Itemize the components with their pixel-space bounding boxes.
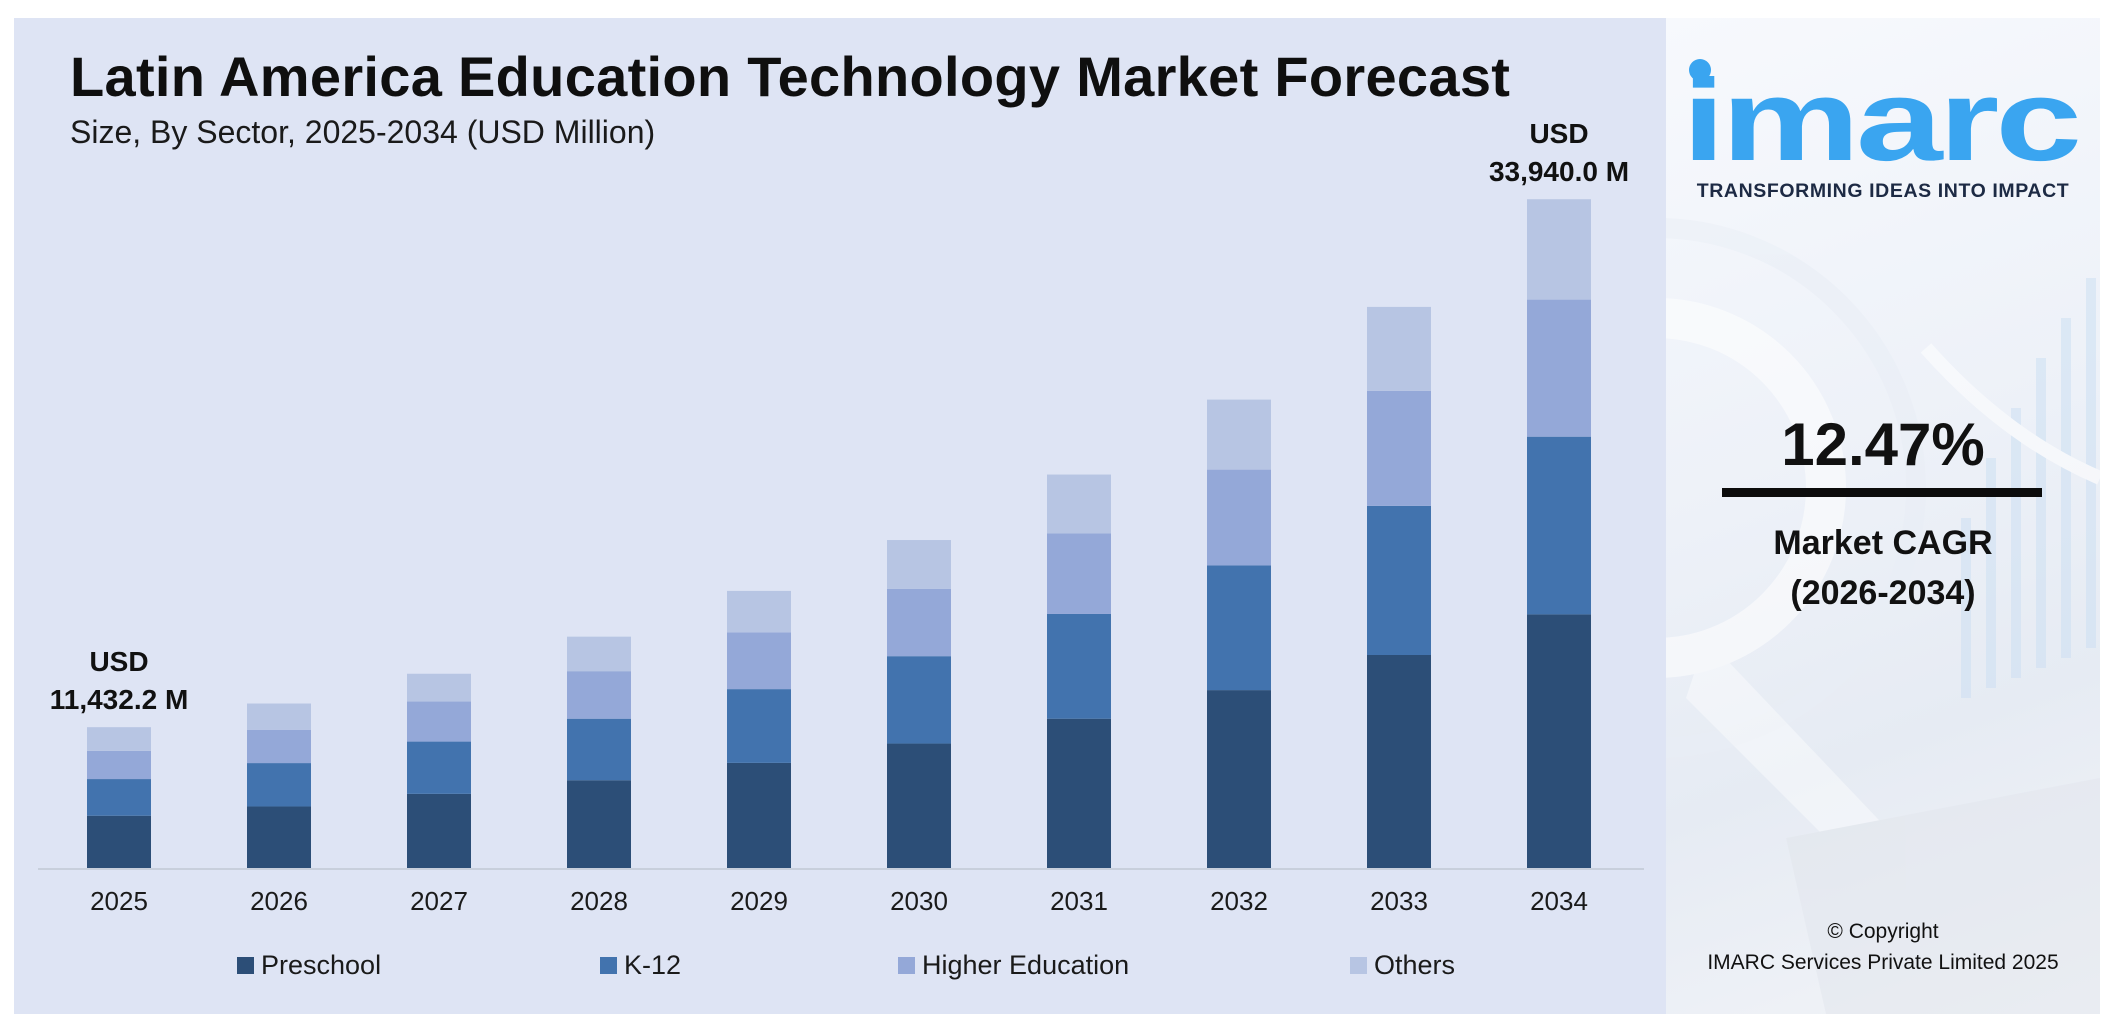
bar-preschool-2030	[887, 743, 951, 868]
legend-swatch	[1350, 957, 1367, 974]
legend-label: Preschool	[261, 950, 382, 980]
legend-label: Higher Education	[922, 950, 1130, 980]
infographic-card: Latin America Education Technology Marke…	[14, 18, 2100, 1014]
x-tick-label-2030: 2030	[890, 886, 948, 916]
legend-item-preschool: Preschool	[237, 950, 381, 981]
bar-k-12-2029	[727, 689, 791, 763]
bar-k-12-2032	[1207, 565, 1271, 691]
bar-others-2029	[727, 590, 791, 633]
x-tick-label-2027: 2027	[410, 886, 468, 916]
bar-higher-education-2032	[1207, 469, 1271, 566]
tagline: TRANSFORMING IDEAS INTO IMPACT	[1696, 180, 2070, 202]
bar-higher-education-2029	[727, 632, 791, 690]
copyright-line2: IMARC Services Private Limited 2025	[1707, 951, 2059, 974]
cagr-divider	[1722, 488, 2042, 497]
legend-swatch	[898, 957, 915, 974]
bar-k-12-2025	[87, 779, 151, 816]
cagr-label: Market CAGR (2026-2034)	[1666, 518, 2100, 618]
chart-subtitle: Size, By Sector, 2025-2034 (USD Million)	[70, 114, 656, 150]
logo-dot	[1689, 59, 1711, 81]
legend-item-higher-education: Higher Education	[898, 950, 1129, 981]
bar-k-12-2027	[407, 741, 471, 794]
bar-k-12-2034	[1527, 436, 1591, 615]
bar-preschool-2032	[1207, 690, 1271, 868]
bar-preschool-2026	[247, 806, 311, 868]
bar-others-2034	[1527, 199, 1591, 300]
bar-k-12-2028	[567, 718, 631, 781]
total-label-2025-currency: USD	[89, 646, 148, 677]
bar-higher-education-2025	[87, 750, 151, 780]
bar-others-2027	[407, 673, 471, 702]
bar-others-2033	[1367, 306, 1431, 391]
bar-preschool-2028	[567, 780, 631, 868]
bar-higher-education-2026	[247, 729, 311, 764]
bar-higher-education-2027	[407, 701, 471, 742]
cagr-label-line1: Market CAGR	[1773, 524, 1993, 562]
cagr-label-line2: (2026-2034)	[1790, 574, 1976, 612]
imarc-logo: imarc	[1684, 55, 2082, 168]
legend-item-k-12: K-12	[600, 950, 681, 981]
sidebar-panel: imarc TRANSFORMING IDEAS INTO IMPACT 12.…	[1666, 18, 2100, 1014]
copyright: © Copyright IMARC Services Private Limit…	[1666, 916, 2100, 978]
x-tick-label-2028: 2028	[570, 886, 628, 916]
legend-swatch	[237, 957, 254, 974]
x-tick-label-2025: 2025	[90, 886, 148, 916]
bar-preschool-2033	[1367, 655, 1431, 868]
bar-higher-education-2030	[887, 588, 951, 657]
bar-others-2031	[1047, 474, 1111, 534]
background-graphic	[1666, 218, 2100, 1014]
x-tick-label-2026: 2026	[250, 886, 308, 916]
cagr-value: 12.47%	[1781, 411, 1985, 478]
x-tick-label-2031: 2031	[1050, 886, 1108, 916]
bar-others-2026	[247, 703, 311, 730]
bar-others-2030	[887, 540, 951, 589]
bar-preschool-2029	[727, 762, 791, 868]
x-tick-label-2029: 2029	[730, 886, 788, 916]
x-tick-label-2034: 2034	[1530, 886, 1588, 916]
bar-higher-education-2028	[567, 671, 631, 719]
stacked-bar-chart: 2025 USD 11,432.2 M 2026 2027 2028 2029 2030 203…	[38, 118, 1644, 916]
x-tick-label-2032: 2032	[1210, 886, 1268, 916]
total-label-2025-value: 11,432.2 M	[50, 684, 189, 715]
bar-higher-education-2033	[1367, 390, 1431, 506]
copyright-line1: © Copyright	[1827, 920, 1939, 943]
bar-others-2032	[1207, 399, 1271, 470]
bar-preschool-2034	[1527, 614, 1591, 868]
x-tick-label-2033: 2033	[1370, 886, 1428, 916]
bar-k-12-2030	[887, 656, 951, 744]
bar-k-12-2031	[1047, 613, 1111, 719]
bar-higher-education-2031	[1047, 533, 1111, 614]
chart-title: Latin America Education Technology Marke…	[70, 45, 1511, 108]
bar-k-12-2033	[1367, 505, 1431, 655]
bar-others-2025	[87, 727, 151, 751]
bar-preschool-2025	[87, 815, 151, 868]
bar-others-2028	[567, 636, 631, 672]
logo-wordmark: imarc	[1684, 55, 2079, 168]
total-label-2034-currency: USD	[1529, 118, 1588, 149]
legend-label: K-12	[624, 950, 682, 980]
total-label-2034-value: 33,940.0 M	[1489, 156, 1629, 187]
chart-legend: Preschool K-12 Higher Education Others	[14, 950, 1666, 990]
bar-higher-education-2034	[1527, 299, 1591, 437]
legend-item-others: Others	[1350, 950, 1455, 981]
bar-preschool-2027	[407, 793, 471, 868]
legend-swatch	[600, 957, 617, 974]
bar-k-12-2026	[247, 763, 311, 807]
bar-preschool-2031	[1047, 718, 1111, 868]
chart-panel: Latin America Education Technology Marke…	[14, 18, 1666, 1014]
legend-label: Others	[1374, 950, 1456, 980]
